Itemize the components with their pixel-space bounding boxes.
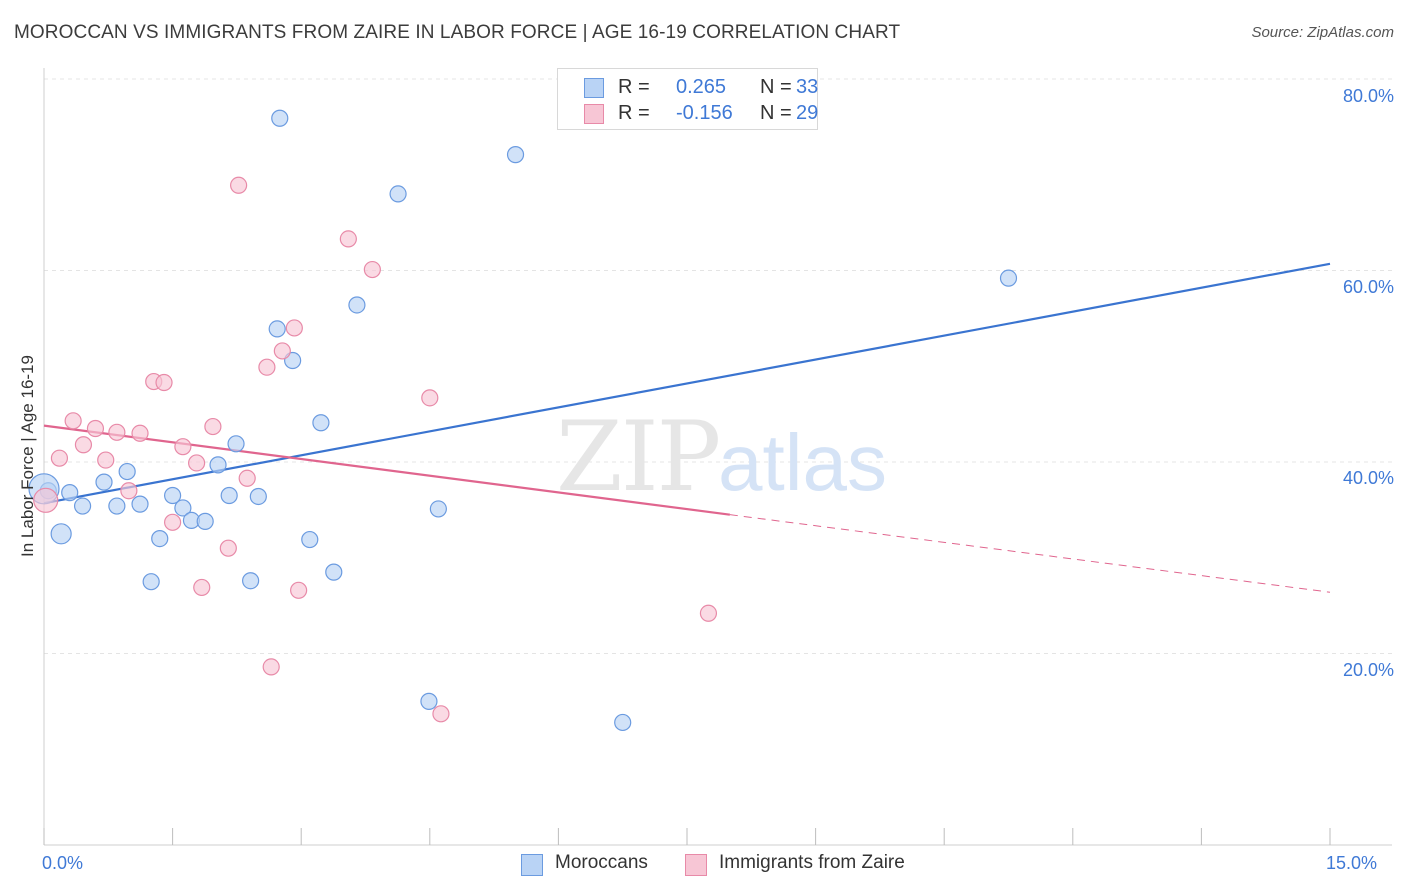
point-moroccans	[506, 146, 525, 164]
trend-line-zaire	[729, 514, 1331, 593]
point-zaire	[74, 436, 93, 454]
watermark-zip: ZIP	[556, 401, 719, 513]
point-moroccans	[142, 573, 160, 591]
zaire-swatch	[584, 104, 604, 124]
axes	[43, 68, 1392, 846]
point-moroccans	[50, 523, 72, 545]
point-zaire	[155, 373, 173, 392]
legend-label: Immigrants from Zaire	[719, 852, 905, 873]
point-moroccans	[118, 462, 136, 481]
point-zaire	[339, 230, 357, 248]
r-value: -0.156	[676, 102, 733, 124]
point-zaire	[174, 438, 192, 456]
point-moroccans	[429, 500, 447, 518]
x-tick-label: 0.0%	[42, 853, 84, 873]
r-label: R =	[618, 76, 650, 98]
point-moroccans	[389, 185, 407, 203]
point-moroccans	[196, 512, 214, 530]
n-label: N =	[760, 102, 792, 124]
point-moroccans	[73, 497, 92, 515]
r-value: 0.265	[676, 76, 727, 98]
point-moroccans	[420, 692, 438, 710]
point-zaire	[108, 423, 126, 441]
zaire-swatch	[685, 854, 707, 876]
y-axis-label: In Labor Force | Age 16-19	[18, 355, 37, 557]
y-tick-label: 60.0%	[1342, 277, 1394, 297]
point-zaire	[273, 342, 291, 360]
zipatlas-watermark: ZIP atlas	[556, 401, 887, 513]
watermark-atlas: atlas	[718, 418, 887, 507]
point-zaire	[97, 451, 115, 469]
point-zaire	[262, 658, 280, 676]
point-zaire	[86, 419, 105, 438]
point-zaire	[50, 449, 69, 467]
point-moroccans	[174, 499, 192, 517]
point-moroccans	[271, 109, 289, 127]
point-moroccans	[999, 269, 1018, 287]
y-tick-label: 20.0%	[1342, 660, 1394, 680]
moroccans-swatch	[521, 854, 543, 876]
point-moroccans	[348, 296, 366, 314]
point-zaire	[290, 581, 308, 599]
point-moroccans	[61, 484, 79, 502]
point-moroccans	[108, 497, 126, 515]
point-moroccans	[131, 495, 149, 513]
trend-line-moroccans	[43, 262, 1331, 505]
point-moroccans	[164, 486, 182, 505]
point-zaire	[131, 424, 149, 442]
n-value: 33	[796, 76, 819, 98]
r-label: R =	[618, 102, 650, 124]
point-moroccans	[301, 530, 319, 549]
point-zaire	[421, 389, 439, 407]
point-zaire	[258, 358, 276, 376]
point-moroccans	[220, 486, 238, 505]
source-label: Source: ZipAtlas.com	[1251, 24, 1394, 41]
point-zaire	[363, 260, 381, 279]
point-moroccans	[95, 473, 113, 491]
y-tick-label: 80.0%	[1342, 86, 1394, 106]
point-zaire	[164, 513, 182, 531]
chart-title: MOROCCAN VS IMMIGRANTS FROM ZAIRE IN LAB…	[14, 22, 901, 43]
point-zaire	[204, 417, 222, 436]
point-moroccans	[614, 713, 632, 732]
data-points	[28, 109, 1018, 732]
point-zaire	[64, 412, 82, 430]
point-zaire	[699, 604, 718, 622]
point-moroccans	[151, 529, 169, 548]
x-tick-label: 15.0%	[1326, 853, 1378, 873]
point-zaire	[432, 705, 450, 723]
point-zaire	[219, 539, 237, 557]
point-zaire	[285, 319, 303, 337]
legend-label: Moroccans	[555, 852, 648, 873]
point-moroccans	[312, 414, 330, 432]
point-zaire	[188, 454, 206, 472]
n-label: N =	[760, 76, 792, 98]
y-tick-label: 40.0%	[1342, 468, 1394, 488]
point-moroccans	[249, 487, 267, 506]
point-moroccans	[227, 435, 245, 453]
point-moroccans	[325, 563, 343, 581]
point-zaire	[120, 482, 138, 500]
stats-legend: R = 0.265 N = 33 R = -0.156 N = 29	[557, 68, 818, 130]
moroccans-swatch	[584, 78, 604, 98]
point-zaire	[230, 176, 248, 194]
point-moroccans	[242, 572, 260, 590]
trend-lines	[43, 262, 1331, 593]
gridlines	[44, 78, 1392, 654]
point-zaire	[33, 487, 59, 513]
trend-line-zaire	[43, 424, 731, 516]
point-zaire	[238, 469, 256, 487]
n-value: 29	[796, 102, 819, 124]
point-moroccans	[268, 320, 286, 338]
point-zaire	[193, 578, 211, 597]
point-moroccans	[209, 456, 227, 474]
